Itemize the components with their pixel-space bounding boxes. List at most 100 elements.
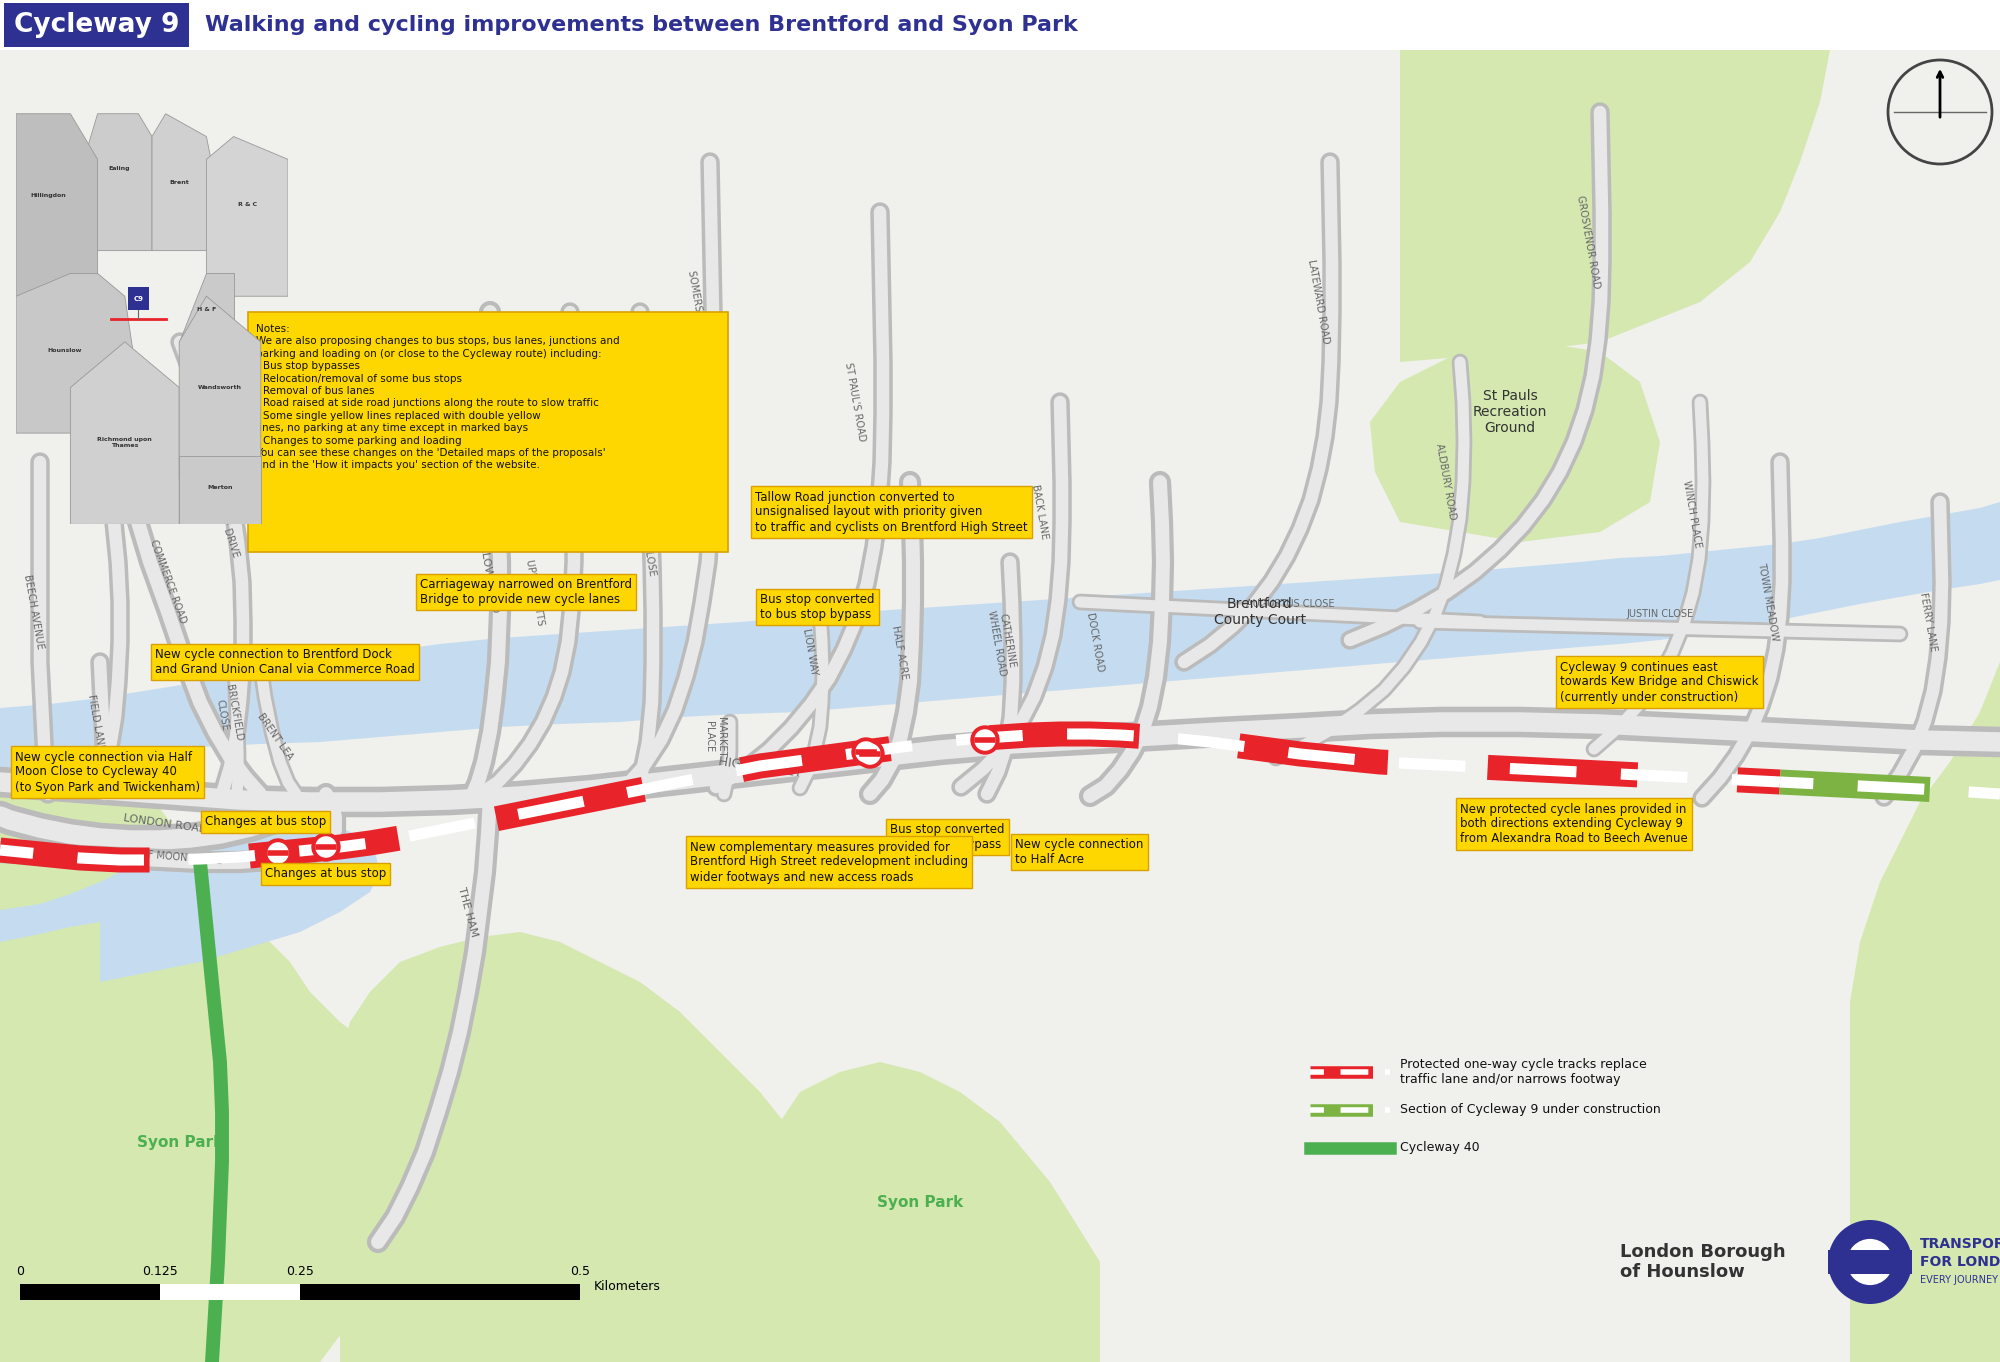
Text: LATEWARD ROAD: LATEWARD ROAD (1306, 259, 1330, 345)
Text: LONDON ROAD: LONDON ROAD (122, 813, 208, 835)
Polygon shape (16, 114, 98, 297)
Text: Tallow Road junction converted to
unsignalised layout with priority given
to tra: Tallow Road junction converted to unsign… (756, 490, 1028, 534)
Text: Syon Park: Syon Park (876, 1194, 964, 1209)
Text: 0: 0 (16, 1265, 24, 1278)
Text: TRANSPORT: TRANSPORT (1920, 1237, 2000, 1252)
Text: New cycle connection
to Half Acre: New cycle connection to Half Acre (1016, 838, 1144, 866)
Text: Cycleway 9: Cycleway 9 (14, 12, 180, 38)
Text: New protected cycle lanes provided in
both directions extending Cycleway 9
from : New protected cycle lanes provided in bo… (1460, 802, 1688, 846)
Text: Changes at bus stop: Changes at bus stop (206, 816, 326, 828)
Text: THE BUTTS: THE BUTTS (546, 434, 566, 489)
Text: BEECH AVENUE: BEECH AVENUE (22, 573, 46, 650)
Text: Brent: Brent (170, 180, 190, 185)
Text: New cycle connection to Brentford Dock
and Grand Union Canal via Commerce Road: New cycle connection to Brentford Dock a… (156, 648, 414, 676)
Text: ALDBURY ROAD: ALDBURY ROAD (1434, 443, 1458, 522)
Polygon shape (206, 136, 288, 297)
Polygon shape (180, 456, 260, 524)
Text: DURHAM WHARF DRIVE: DURHAM WHARF DRIVE (196, 445, 240, 558)
Circle shape (972, 726, 1000, 755)
Text: JUSTIN CLOSE: JUSTIN CLOSE (1626, 609, 1694, 618)
Text: H & F: H & F (196, 308, 216, 312)
Text: Protected one-way cycle tracks replace
traffic lane and/or narrows footway: Protected one-way cycle tracks replace t… (1400, 1058, 1646, 1086)
Text: COMMERCE ROAD: COMMERCE ROAD (148, 539, 188, 625)
Text: New complementary measures provided for
Brentford High Street redevelopment incl: New complementary measures provided for … (690, 840, 968, 884)
Text: BRENT LEA: BRENT LEA (256, 712, 294, 763)
Bar (1828, 1250, 1912, 1273)
Polygon shape (0, 503, 2000, 782)
Text: THE HAM: THE HAM (456, 885, 480, 938)
Text: R & C: R & C (238, 203, 256, 207)
Text: Richmond upon
Thames: Richmond upon Thames (98, 437, 152, 448)
Text: FOR LONDON: FOR LONDON (1920, 1254, 2000, 1269)
FancyBboxPatch shape (248, 312, 728, 552)
Text: Cycleway 9 continues east
towards Kew Bridge and Chiswick
(currently under const: Cycleway 9 continues east towards Kew Br… (1560, 661, 1758, 704)
Text: Ealing: Ealing (108, 166, 130, 172)
Circle shape (852, 738, 880, 765)
Polygon shape (70, 342, 180, 524)
Text: Notes:
We are also proposing changes to bus stops, bus lanes, junctions and
park: Notes: We are also proposing changes to … (256, 324, 620, 470)
Text: ST PAUL'S ROAD: ST PAUL'S ROAD (844, 362, 866, 443)
Text: LION WAY: LION WAY (800, 628, 820, 676)
Polygon shape (0, 712, 420, 1362)
Circle shape (856, 740, 884, 768)
FancyBboxPatch shape (0, 0, 2000, 50)
Text: 0.125: 0.125 (142, 1265, 178, 1278)
Text: 0.25: 0.25 (286, 1265, 314, 1278)
Text: EVERY JOURNEY MATTERS: EVERY JOURNEY MATTERS (1920, 1275, 2000, 1284)
Text: AUGUSTUS CLOSE: AUGUSTUS CLOSE (1246, 599, 1334, 609)
Text: Bus stop converted
to bus stop bypass: Bus stop converted to bus stop bypass (760, 592, 874, 621)
Circle shape (1846, 1239, 1894, 1286)
Text: CATHERINE
WHEEL ROAD: CATHERINE WHEEL ROAD (986, 607, 1018, 677)
Polygon shape (152, 114, 220, 251)
Polygon shape (84, 114, 152, 251)
Text: C9: C9 (134, 296, 144, 301)
Polygon shape (1400, 50, 1830, 362)
Polygon shape (700, 1062, 1100, 1362)
Text: BACK LANE: BACK LANE (1030, 484, 1050, 541)
Text: BRICKFIELD
CLOSE: BRICKFIELD CLOSE (212, 684, 244, 744)
Text: TOWN MEADOW: TOWN MEADOW (1756, 563, 1780, 642)
Text: Wandsworth: Wandsworth (198, 385, 242, 390)
Polygon shape (180, 274, 234, 342)
Text: PADDLERS LOCK: PADDLERS LOCK (76, 441, 100, 523)
Text: FERRY LANE: FERRY LANE (1918, 591, 1938, 652)
Circle shape (974, 730, 996, 750)
Text: Carriageway narrowed on Brentford
Bridge to provide new cycle lanes: Carriageway narrowed on Brentford Bridge… (420, 577, 632, 606)
FancyBboxPatch shape (0, 50, 2000, 1362)
Text: New cycle connection via Half
Moon Close to Cycleway 40
(to Syon Park and Twicke: New cycle connection via Half Moon Close… (16, 750, 200, 794)
Text: AUGUSTUS CLOSE: AUGUSTUS CLOSE (632, 488, 658, 576)
Polygon shape (0, 820, 380, 982)
Text: Syon Park: Syon Park (136, 1135, 224, 1150)
Bar (20, 1284, 580, 1299)
Circle shape (860, 744, 880, 764)
Text: London Borough
of Hounslow: London Borough of Hounslow (1620, 1242, 1786, 1282)
Text: Kilometers: Kilometers (594, 1279, 660, 1293)
Text: GROSVENOR ROAD: GROSVENOR ROAD (1574, 195, 1602, 289)
Text: Hillingdon: Hillingdon (30, 193, 66, 199)
Text: MARKET
PLACE: MARKET PLACE (704, 716, 726, 757)
Circle shape (264, 839, 292, 868)
Text: Brentford
County Court: Brentford County Court (1214, 597, 1306, 627)
Text: DOCK ROAD: DOCK ROAD (1084, 612, 1106, 673)
Text: HIGH STREET: HIGH STREET (718, 755, 802, 779)
Text: HALF MOON CLOSE: HALF MOON CLOSE (128, 849, 222, 866)
Text: HALF ACRE: HALF ACRE (890, 624, 910, 680)
Text: Hounslow: Hounslow (48, 349, 82, 354)
Text: Walking and cycling improvements between Brentford and Syon Park: Walking and cycling improvements between… (206, 15, 1078, 35)
Polygon shape (180, 297, 260, 479)
Text: SOMERSET ROAD: SOMERSET ROAD (686, 270, 710, 354)
Text: WINCH PLACE: WINCH PLACE (1682, 479, 1702, 549)
Text: N: N (1932, 33, 1948, 52)
FancyBboxPatch shape (4, 3, 188, 48)
Text: FIELD LANE: FIELD LANE (86, 693, 106, 750)
Text: 0.5: 0.5 (570, 1265, 590, 1278)
Text: UPPER BUTTS: UPPER BUTTS (524, 558, 546, 625)
Text: Section of Cycleway 9 under construction: Section of Cycleway 9 under construction (1400, 1103, 1660, 1117)
Text: Merton: Merton (208, 485, 232, 490)
Polygon shape (1370, 342, 1660, 542)
Circle shape (316, 836, 336, 857)
Circle shape (856, 742, 876, 763)
Text: St Pauls
Recreation
Ground: St Pauls Recreation Ground (1472, 388, 1548, 436)
Text: Changes at bus stop: Changes at bus stop (264, 868, 386, 880)
Bar (160, 1284, 300, 1299)
